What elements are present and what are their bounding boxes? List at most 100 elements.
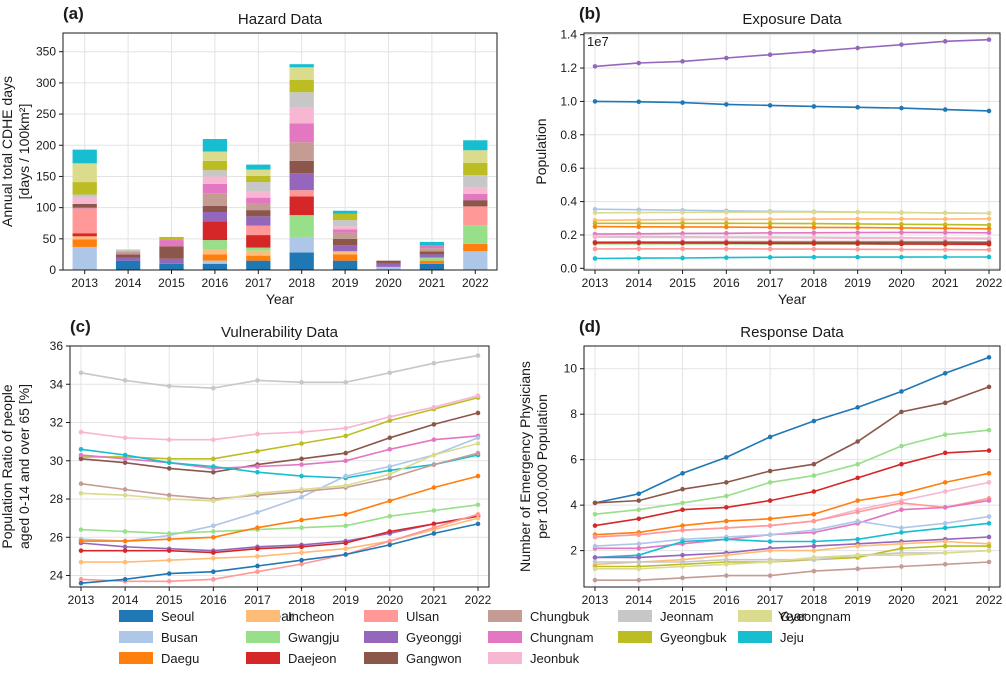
bar-seoul-2017 <box>246 260 271 270</box>
point-gyeongnam-2016 <box>724 561 729 567</box>
line-chungnam <box>80 435 479 470</box>
point-jeonbuk-2020 <box>899 236 904 241</box>
y-tick-label: 8 <box>570 407 577 421</box>
point-chungnam-2019 <box>343 458 348 464</box>
point-jeonbuk-2015 <box>680 235 685 240</box>
point-seoul-2022 <box>986 355 992 360</box>
point-daejeon-2016 <box>724 240 729 246</box>
bar-chungbuk-2014 <box>115 251 141 255</box>
point-gwangju-2016 <box>724 493 729 499</box>
x-tick-label: 2013 <box>582 276 609 290</box>
point-gangwon-2018 <box>299 456 304 462</box>
axis-offset-label: 1e7 <box>587 34 609 49</box>
point-chungnam-2020 <box>899 230 904 235</box>
y-axis-label: Population Ratio of people <box>0 384 15 548</box>
point-ulsan-2014 <box>636 532 642 538</box>
point-busan-2022 <box>475 435 481 441</box>
point-seoul-2019 <box>343 552 348 557</box>
point-gyeongnam-2020 <box>899 552 904 558</box>
legend-label-jeonbuk: Jeonbuk <box>530 651 580 666</box>
bar-jeonnam-2016 <box>202 170 228 177</box>
line-gwangju <box>594 429 990 515</box>
point-chungbuk-2022 <box>986 559 992 565</box>
point-jeju-2020 <box>899 530 904 535</box>
line-gangwon <box>594 386 990 504</box>
x-tick-label: 2020 <box>375 276 402 290</box>
point-chungbuk-2017 <box>767 573 773 578</box>
point-gyeongnam-2015 <box>680 564 685 569</box>
point-gyeongnam-2013 <box>592 210 598 216</box>
point-gangwon-2018 <box>811 461 817 467</box>
point-chungbuk-2016 <box>724 573 729 578</box>
legend-swatch-gyeonggi <box>364 631 398 643</box>
point-gwangju-2022 <box>986 427 992 433</box>
point-chungnam-2013 <box>78 452 84 458</box>
line-ulsan <box>594 497 990 538</box>
point-daegu-2013 <box>78 538 84 544</box>
bar-gyeongbuk-2018 <box>289 79 314 93</box>
point-jeju-2015 <box>680 255 685 261</box>
point-incheon-2019 <box>855 216 860 222</box>
point-incheon-2020 <box>899 216 904 222</box>
point-daejeon-2016 <box>211 550 216 555</box>
bar-gyeonggi-2013 <box>72 207 97 209</box>
legend-swatch-gangwon <box>364 652 398 664</box>
line-gyeongnam <box>80 442 479 502</box>
x-tick-label: 2020 <box>888 276 915 290</box>
y-tick-label: 26 <box>50 530 64 544</box>
point-jeonnam-2020 <box>387 370 393 376</box>
point-seoul-2018 <box>811 418 817 424</box>
point-gyeongbuk-2015 <box>166 456 172 462</box>
y-tick-label: 34 <box>50 377 64 391</box>
bar-jeju-2021 <box>419 241 445 246</box>
bar-seoul-2015 <box>159 263 184 270</box>
point-daejeon-2013 <box>592 523 598 528</box>
point-chungbuk-2013 <box>78 481 84 487</box>
point-seoul-2014 <box>636 99 642 105</box>
point-gyeongnam-2019 <box>855 552 860 558</box>
legend-label-gyeonggi: Gyeonggi <box>406 630 462 645</box>
bar-gyeonggi-2019 <box>332 245 358 252</box>
point-gangwon-2015 <box>166 466 172 471</box>
x-tick-label: 2016 <box>200 593 227 607</box>
y-axis-label: per 100,000 Population <box>534 394 550 539</box>
point-daegu-2022 <box>986 471 992 476</box>
line-daegu <box>81 475 479 542</box>
point-daejeon-2021 <box>431 521 437 527</box>
bar-gyeongbuk-2015 <box>159 236 184 241</box>
point-daejeon-2016 <box>724 505 729 510</box>
point-daejeon-2013 <box>592 240 598 246</box>
point-daegu-2018 <box>299 517 304 523</box>
point-incheon-2019 <box>343 546 348 552</box>
point-gyeonggi-2018 <box>811 49 817 54</box>
legend-swatch-jeonnam <box>618 610 652 622</box>
y-tick-label: 1.0 <box>560 94 577 108</box>
point-gangwon-2013 <box>78 456 84 462</box>
point-chungnam-2014 <box>122 456 128 462</box>
point-daejeon-2018 <box>811 489 817 494</box>
legend-swatch-seoul <box>119 610 153 622</box>
point-gyeongnam-2014 <box>122 492 128 498</box>
point-daegu-2022 <box>475 473 481 479</box>
bar-chungnam-2017 <box>246 197 271 204</box>
bar-gyeongnam-2017 <box>246 169 271 176</box>
legend-label-chungbuk: Chungbuk <box>530 609 590 624</box>
x-axis-label: Year <box>778 291 807 307</box>
bar-incheon-2016 <box>202 249 228 255</box>
point-busan-2016 <box>211 523 216 529</box>
point-chungnam-2021 <box>942 230 948 235</box>
point-seoul-2014 <box>122 577 128 582</box>
y-tick-label: 250 <box>36 107 56 121</box>
point-gyeongbuk-2017 <box>255 448 260 454</box>
point-jeonnam-2016 <box>724 557 729 563</box>
point-chungbuk-2018 <box>811 568 817 574</box>
point-gangwon-2014 <box>636 498 642 503</box>
x-tick-label: 2017 <box>244 593 271 607</box>
point-busan-2018 <box>811 527 817 533</box>
x-tick-label: 2020 <box>888 593 915 607</box>
point-ulsan-2016 <box>724 525 729 531</box>
line-chungnam <box>594 231 990 235</box>
y-tick-label: 1.2 <box>560 61 577 75</box>
x-tick-label: 2022 <box>976 593 1003 607</box>
point-gyeongbuk-2017 <box>767 221 773 226</box>
